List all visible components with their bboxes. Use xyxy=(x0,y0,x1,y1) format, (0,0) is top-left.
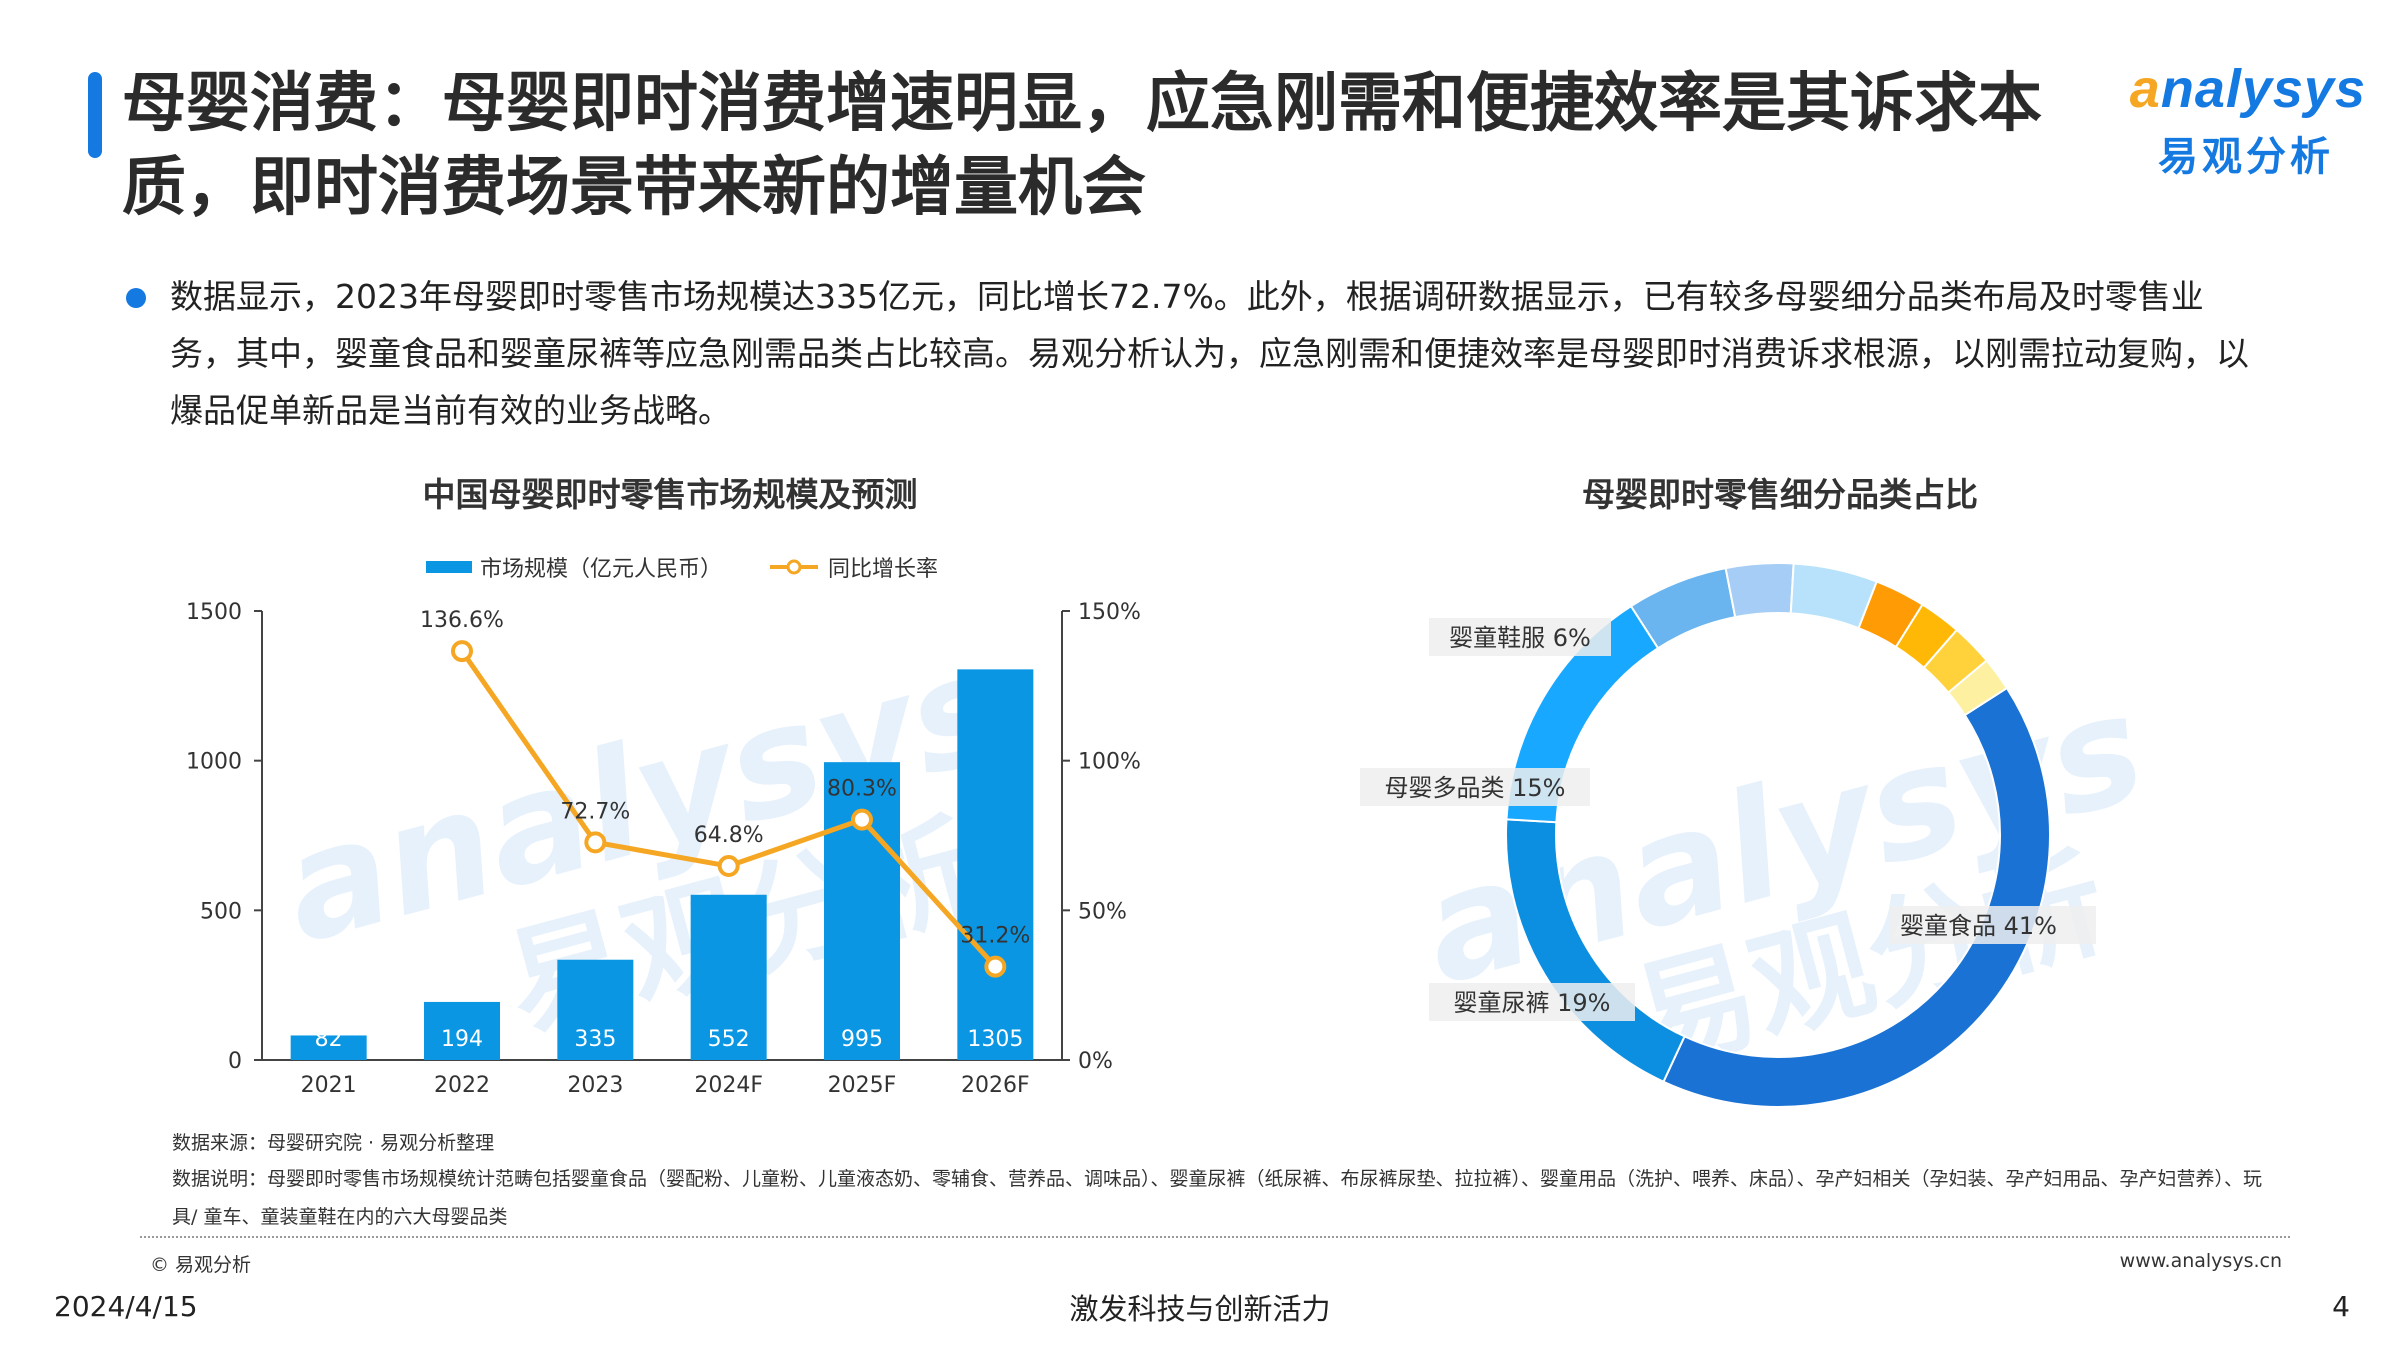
line-point xyxy=(584,831,607,854)
donut-label-bg xyxy=(1890,906,2096,944)
donut-label-bg xyxy=(1429,983,1635,1021)
data-explanation-note: 数据说明：母婴即时零售市场规模统计范畴包括婴童食品（婴配粉、儿童粉、儿童液态奶、… xyxy=(172,1168,2263,1228)
bar xyxy=(424,1001,500,1060)
bar xyxy=(557,959,634,1060)
bar xyxy=(290,1035,367,1060)
line-point xyxy=(717,855,740,878)
bar-value-label: 335 xyxy=(574,1027,616,1052)
donut-slice xyxy=(1946,659,2009,717)
website-link[interactable]: www.analysys.cn xyxy=(2119,1250,2282,1272)
brand-logo-cn: 易观分析 xyxy=(2158,134,2334,180)
report-date: 2024/4/15 xyxy=(54,1290,198,1323)
page-number: 4 xyxy=(2332,1290,2350,1323)
bar-value-label: 995 xyxy=(841,1027,883,1052)
footer-divider xyxy=(140,1236,2290,1238)
line-point xyxy=(451,640,473,663)
bar xyxy=(690,894,767,1060)
donut-label-bg xyxy=(1429,618,1611,656)
legend-line-label: 同比增长率 xyxy=(828,557,938,582)
x-tick-label: 2025F xyxy=(828,1073,897,1098)
data-source-note: 数据来源：母婴研究院 · 易观分析整理 xyxy=(172,1132,495,1154)
donut-label: 婴童鞋服 6% xyxy=(1449,624,1591,652)
x-tick-label: 2026F xyxy=(961,1073,1030,1098)
x-tick-label: 2021 xyxy=(301,1073,357,1098)
donut-label: 母婴多品类 15% xyxy=(1385,774,1566,802)
bar-value-label: 82 xyxy=(315,1027,343,1052)
line-point xyxy=(984,955,1007,978)
y-right-tick-label: 100% xyxy=(1078,750,1141,775)
bar-series: 82 194 335 552 995 1305 xyxy=(290,669,1034,1060)
legend-line-marker xyxy=(786,559,802,575)
copyright: © 易观分析 xyxy=(150,1254,252,1276)
page-title: 母婴消费：母婴即时消费增速明显，应急刚需和便捷效率是其诉求本质，即时消费场景带来… xyxy=(122,67,2042,225)
y-right-tick-label: 150% xyxy=(1078,600,1141,625)
line-value-label: 136.6% xyxy=(420,608,504,633)
bar-line-chart: analysys 易观分析 市场规模（亿元人民币） 同比增长率 0 500 1000… xyxy=(186,557,1141,1098)
donut-label: 婴童食品 41% xyxy=(1900,912,2057,940)
y-right-tick-label: 50% xyxy=(1078,899,1127,924)
y-left-tick-label: 1000 xyxy=(186,750,242,775)
donut-chart-title: 母婴即时零售细分品类占比 xyxy=(1582,475,1978,514)
legend-bar-swatch xyxy=(426,561,472,573)
slogan: 激发科技与创新活力 xyxy=(1069,1292,1331,1326)
legend-bar-label: 市场规模（亿元人民币） xyxy=(480,557,722,582)
line-value-label: 64.8% xyxy=(694,823,764,848)
legend: 市场规模（亿元人民币） 同比增长率 xyxy=(426,557,938,582)
line-value-label: 72.7% xyxy=(560,799,630,824)
chart-axes: 0 500 1000 1500 0% 50% 100% 150% 2021 2022 2023 202… xyxy=(186,600,1141,1098)
x-tick-label: 2024F xyxy=(694,1073,763,1098)
y-right-tick-label: 0% xyxy=(1078,1049,1113,1074)
y-left-tick-label: 500 xyxy=(200,899,242,924)
donut-slices xyxy=(1505,562,2051,1108)
line-series: 136.6% 72.7% 64.8% 80.3% 31.2% xyxy=(420,608,1030,978)
donut-label: 婴童尿裤 19% xyxy=(1454,989,1611,1017)
watermark: analysys 易观分析 xyxy=(266,619,1021,1057)
title-accent-bar xyxy=(88,72,102,158)
y-left-tick-label: 0 xyxy=(228,1049,242,1074)
donut-slice xyxy=(1724,562,1795,619)
donut-chart: analysys 易观分析 婴童食品 41%婴童尿裤 19%母婴多品类 15%婴… xyxy=(1360,562,2161,1108)
bar-value-label: 1305 xyxy=(967,1027,1023,1052)
line-value-label: 31.2% xyxy=(960,924,1030,949)
y-left-tick-label: 1500 xyxy=(186,600,242,625)
bar xyxy=(824,762,900,1060)
x-tick-label: 2023 xyxy=(567,1073,623,1098)
bar-chart-title: 中国母婴即时零售市场规模及预测 xyxy=(422,475,918,514)
brand-logo: analysys xyxy=(2129,59,2366,119)
x-tick-label: 2022 xyxy=(434,1073,490,1098)
bar-value-label: 552 xyxy=(708,1027,750,1052)
summary-paragraph: 数据显示，2023年母婴即时零售市场规模达335亿元，同比增长72.7%。此外，… xyxy=(170,277,2249,430)
line-point xyxy=(851,808,873,831)
donut-label-bg xyxy=(1360,768,1590,806)
donut-labels: 婴童食品 41% 婴童尿裤 19% 母婴多品类 15% 婴童鞋服 6% xyxy=(1360,618,2096,1021)
line-value-label: 80.3% xyxy=(827,777,897,802)
bar xyxy=(957,669,1034,1060)
bar-value-label: 194 xyxy=(441,1027,483,1052)
bullet-dot-icon xyxy=(126,288,146,308)
